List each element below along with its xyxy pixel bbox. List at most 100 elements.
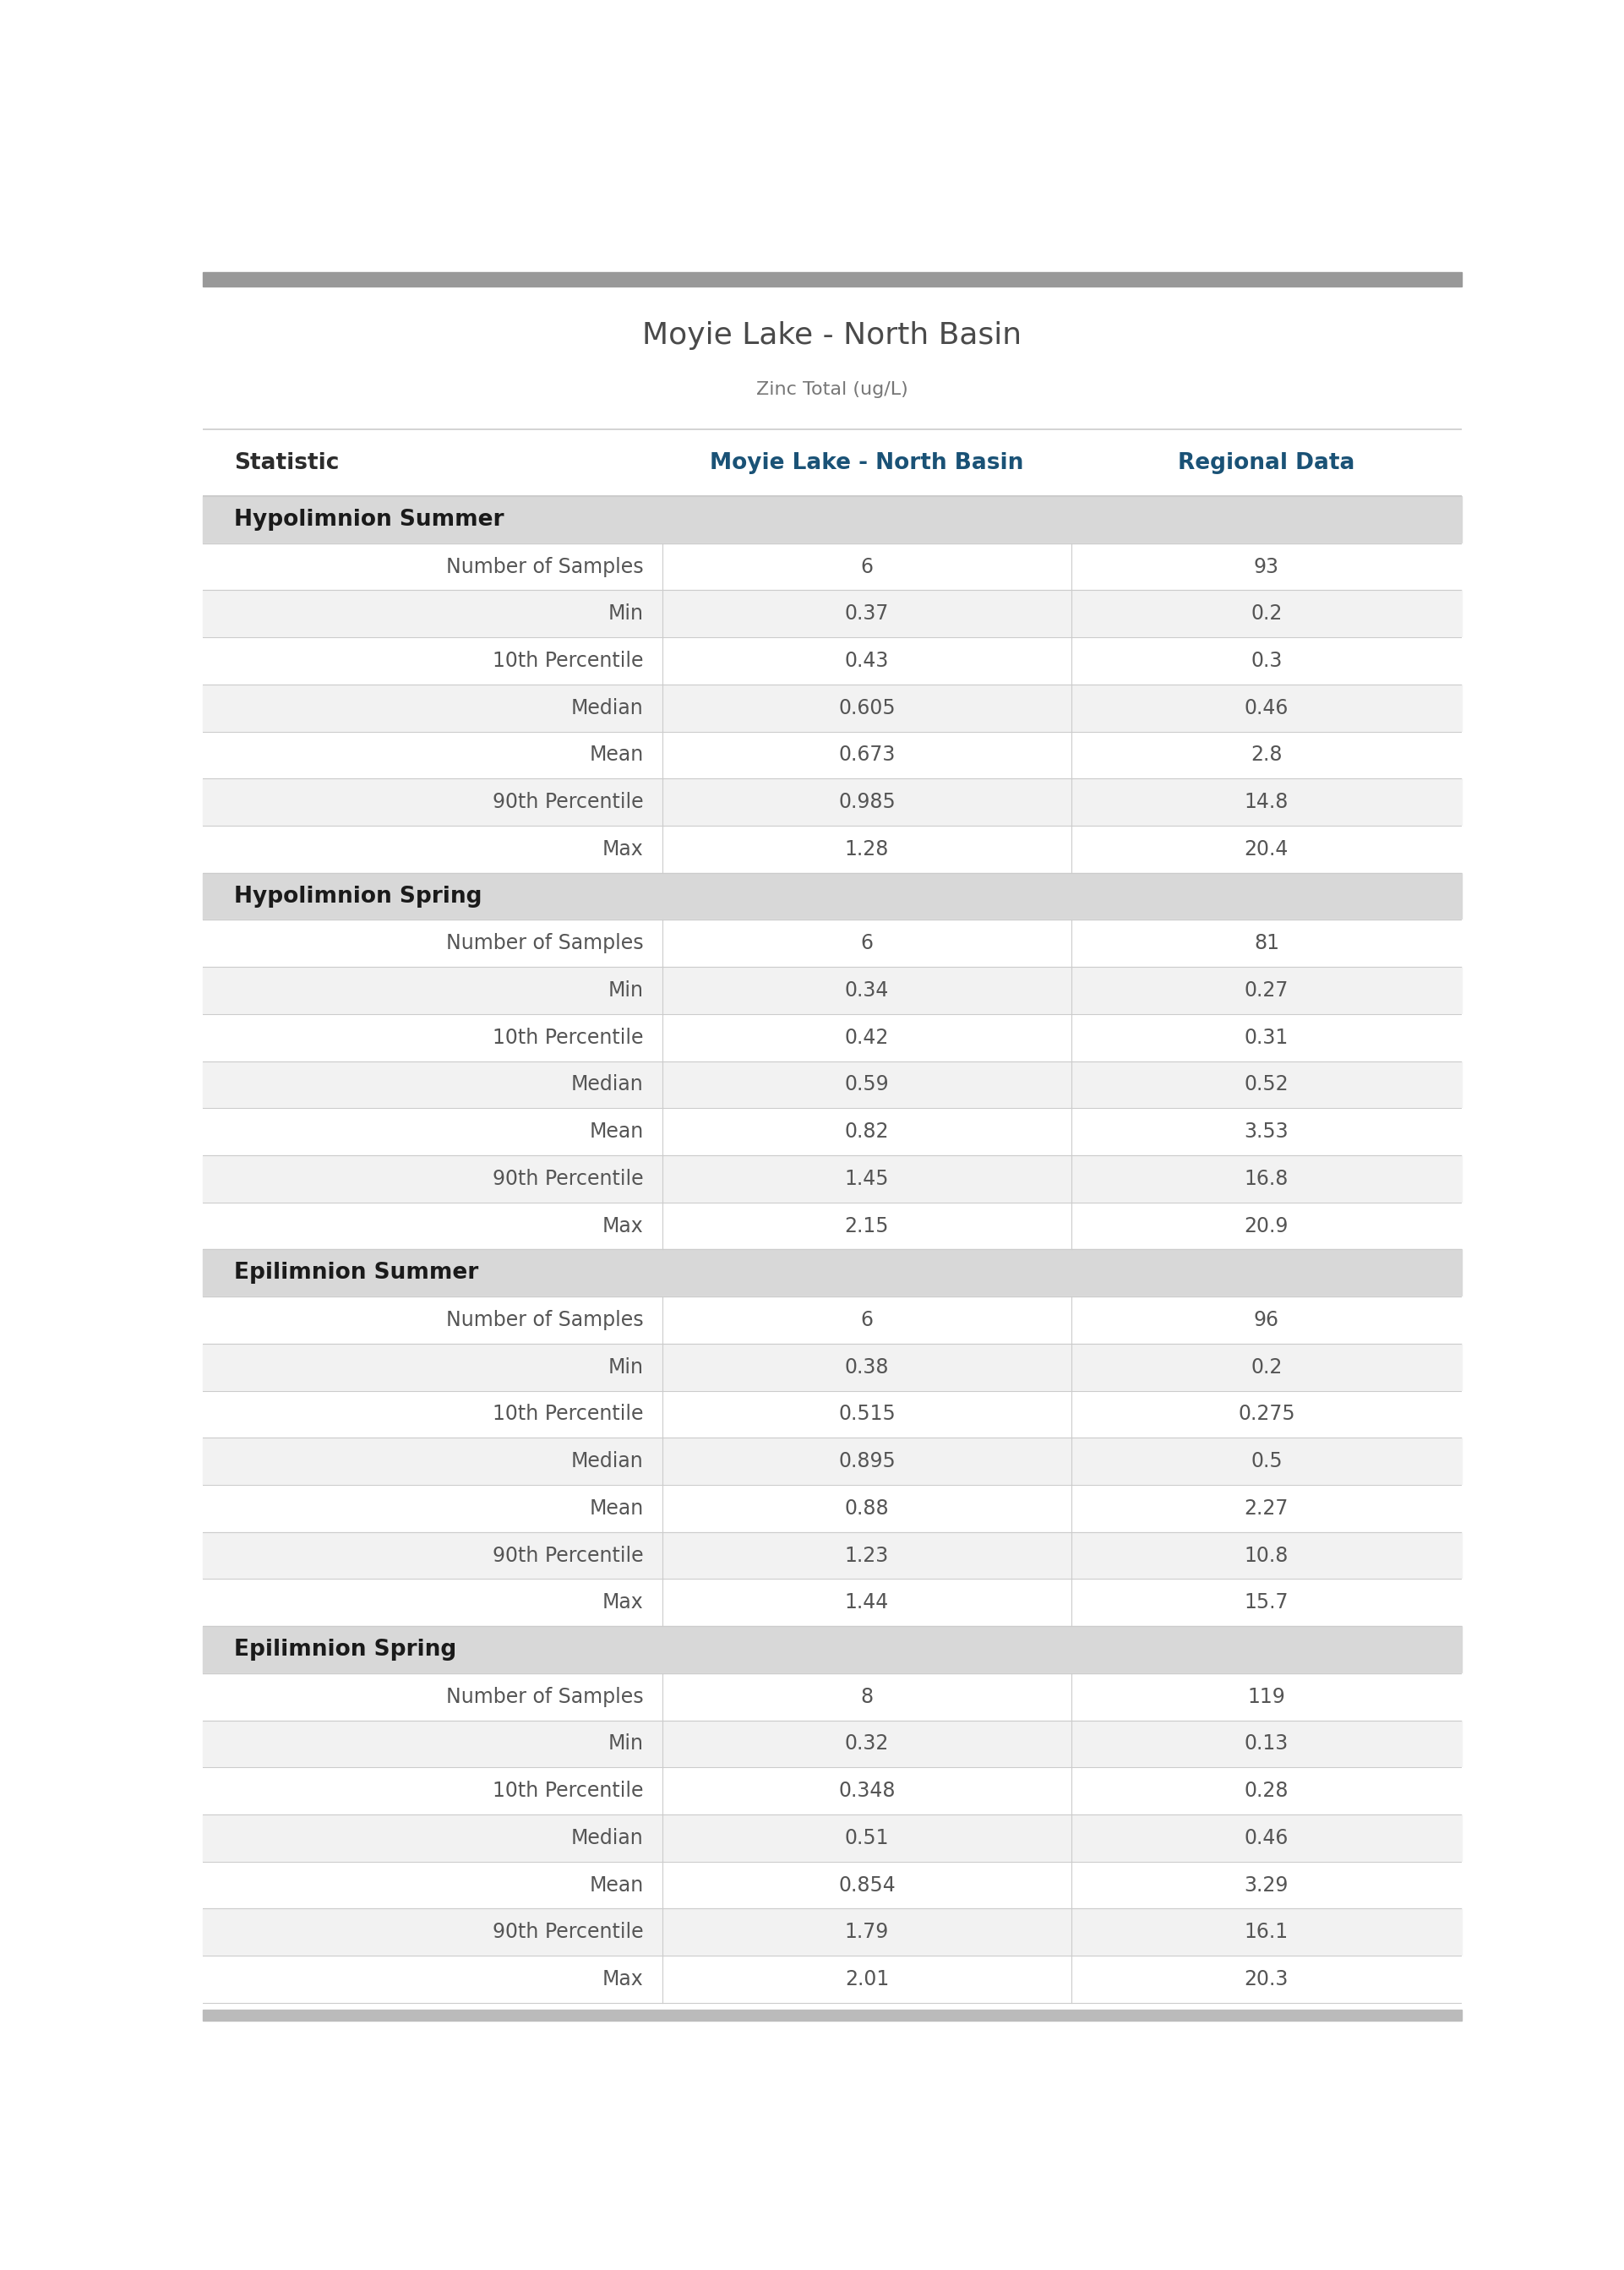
Text: 90th Percentile: 90th Percentile	[492, 1923, 643, 1943]
Text: Median: Median	[572, 697, 643, 717]
Text: 1.79: 1.79	[844, 1923, 888, 1943]
Text: Epilimnion Summer: Epilimnion Summer	[234, 1262, 479, 1285]
Text: 0.2: 0.2	[1250, 1357, 1283, 1378]
Text: Mean: Mean	[590, 1498, 643, 1519]
Bar	[203, 1108, 1462, 1155]
Bar	[203, 1060, 1462, 1108]
Text: 8: 8	[861, 1687, 874, 1707]
Text: 0.605: 0.605	[838, 697, 895, 717]
Text: 2.8: 2.8	[1250, 745, 1283, 765]
Text: 0.42: 0.42	[844, 1028, 888, 1049]
Text: 0.46: 0.46	[1244, 1827, 1289, 1848]
Text: Median: Median	[572, 1827, 643, 1848]
Text: Number of Samples: Number of Samples	[447, 1310, 643, 1330]
Text: Zinc Total (ug/L): Zinc Total (ug/L)	[757, 381, 908, 397]
Text: Min: Min	[607, 1357, 643, 1378]
Text: 3.53: 3.53	[1244, 1121, 1289, 1142]
Bar	[203, 872, 1462, 919]
Text: Min: Min	[607, 1734, 643, 1755]
Text: Mean: Mean	[590, 1121, 643, 1142]
Text: 16.1: 16.1	[1244, 1923, 1288, 1943]
Text: Hypolimnion Spring: Hypolimnion Spring	[234, 885, 482, 908]
Bar	[203, 2009, 1462, 2020]
Text: 0.275: 0.275	[1237, 1405, 1294, 1423]
Text: Number of Samples: Number of Samples	[447, 556, 643, 577]
Text: 10th Percentile: 10th Percentile	[492, 651, 643, 672]
Text: 0.3: 0.3	[1250, 651, 1283, 672]
Bar	[203, 590, 1462, 638]
Text: 0.52: 0.52	[1244, 1074, 1289, 1094]
Text: 3.29: 3.29	[1244, 1875, 1289, 1895]
Text: 119: 119	[1247, 1687, 1286, 1707]
Text: 2.15: 2.15	[844, 1217, 888, 1237]
Bar	[203, 1392, 1462, 1437]
Bar	[203, 826, 1462, 872]
Text: Max: Max	[603, 1217, 643, 1237]
Text: 0.88: 0.88	[844, 1498, 890, 1519]
Bar	[203, 1861, 1462, 1909]
Text: Number of Samples: Number of Samples	[447, 933, 643, 953]
Bar	[203, 1580, 1462, 1625]
Text: 10th Percentile: 10th Percentile	[492, 1028, 643, 1049]
Text: 16.8: 16.8	[1244, 1169, 1289, 1189]
Bar	[203, 1249, 1462, 1296]
Bar	[203, 1721, 1462, 1768]
Text: 2.27: 2.27	[1244, 1498, 1289, 1519]
Bar	[203, 638, 1462, 686]
Text: 1.28: 1.28	[844, 840, 888, 860]
Bar	[203, 1485, 1462, 1532]
Text: 96: 96	[1254, 1310, 1280, 1330]
Text: 0.31: 0.31	[1244, 1028, 1288, 1049]
Text: 0.37: 0.37	[844, 604, 888, 624]
Text: 6: 6	[861, 556, 874, 577]
Bar	[203, 1532, 1462, 1580]
Text: 20.4: 20.4	[1244, 840, 1289, 860]
Text: 6: 6	[861, 1310, 874, 1330]
Text: 20.9: 20.9	[1244, 1217, 1289, 1237]
Text: 0.82: 0.82	[844, 1121, 888, 1142]
Text: 0.32: 0.32	[844, 1734, 888, 1755]
Bar	[203, 967, 1462, 1015]
Text: 0.27: 0.27	[1244, 981, 1289, 1001]
Text: Max: Max	[603, 1594, 643, 1612]
Bar	[203, 1015, 1462, 1060]
Bar	[203, 1814, 1462, 1861]
Text: Max: Max	[603, 1968, 643, 1989]
Text: 90th Percentile: 90th Percentile	[492, 792, 643, 813]
Text: Mean: Mean	[590, 745, 643, 765]
Bar	[203, 1155, 1462, 1203]
Text: 90th Percentile: 90th Percentile	[492, 1546, 643, 1566]
Text: 15.7: 15.7	[1244, 1594, 1289, 1612]
Bar	[203, 1909, 1462, 1957]
Text: 1.23: 1.23	[844, 1546, 888, 1566]
Text: 20.3: 20.3	[1244, 1968, 1289, 1989]
Text: Statistic: Statistic	[234, 452, 339, 474]
Text: Number of Samples: Number of Samples	[447, 1687, 643, 1707]
Text: 0.46: 0.46	[1244, 697, 1289, 717]
Bar	[203, 1625, 1462, 1673]
Text: Regional Data: Regional Data	[1177, 452, 1354, 474]
Text: 0.59: 0.59	[844, 1074, 890, 1094]
Text: Median: Median	[572, 1451, 643, 1471]
Bar	[203, 1203, 1462, 1249]
Bar	[203, 1957, 1462, 2002]
Text: Hypolimnion Summer: Hypolimnion Summer	[234, 508, 505, 531]
Text: Min: Min	[607, 981, 643, 1001]
Text: 81: 81	[1254, 933, 1280, 953]
Text: 6: 6	[861, 933, 874, 953]
Text: 0.43: 0.43	[844, 651, 888, 672]
Text: 0.854: 0.854	[838, 1875, 895, 1895]
Text: Min: Min	[607, 604, 643, 624]
Text: 93: 93	[1254, 556, 1280, 577]
Bar	[203, 1673, 1462, 1721]
Text: 14.8: 14.8	[1244, 792, 1289, 813]
Text: 0.515: 0.515	[838, 1405, 895, 1423]
Text: Moyie Lake - North Basin: Moyie Lake - North Basin	[643, 322, 1021, 350]
Text: 0.2: 0.2	[1250, 604, 1283, 624]
Bar	[203, 731, 1462, 779]
Text: 0.985: 0.985	[838, 792, 895, 813]
Bar	[203, 1768, 1462, 1814]
Text: 10th Percentile: 10th Percentile	[492, 1780, 643, 1800]
Text: 0.5: 0.5	[1250, 1451, 1283, 1471]
Text: 0.895: 0.895	[838, 1451, 895, 1471]
